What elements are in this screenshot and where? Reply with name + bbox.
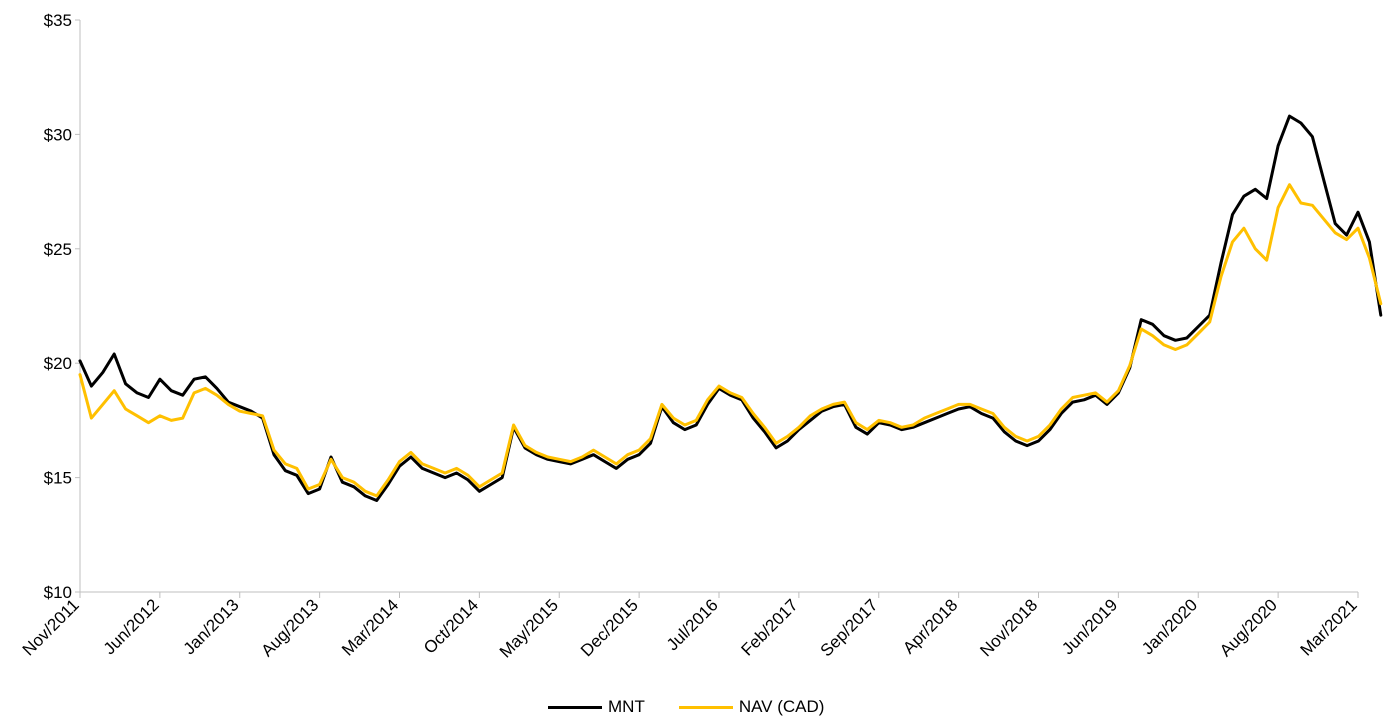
x-tick-label: Sep/2017: [817, 595, 882, 660]
legend-item-mnt: MNT: [548, 697, 645, 717]
y-tick-label: $35: [44, 11, 72, 30]
x-tick-label: Aug/2013: [258, 595, 323, 660]
x-tick-label: Aug/2020: [1216, 595, 1281, 660]
legend-swatch-mnt: [548, 706, 602, 709]
x-tick-label: Mar/2014: [338, 595, 402, 659]
x-tick-label: Jul/2016: [663, 595, 722, 654]
y-tick-label: $20: [44, 354, 72, 373]
legend-label-nav: NAV (CAD): [739, 697, 825, 717]
legend: MNT NAV (CAD): [548, 697, 858, 717]
x-tick-label: Nov/2011: [19, 595, 83, 659]
series-points-mnt: [80, 116, 1381, 500]
y-tick-label: $25: [44, 240, 72, 259]
legend-swatch-nav: [679, 706, 733, 709]
series-line-mnt: [80, 116, 1381, 500]
x-tick-label: Jan/2020: [1138, 595, 1201, 658]
x-tick-label: Nov/2018: [976, 595, 1041, 660]
series-line-nav: [80, 185, 1381, 496]
series-lines: [80, 116, 1381, 500]
y-tick-label: $30: [44, 125, 72, 144]
x-tick-label: Mar/2021: [1297, 595, 1361, 659]
legend-label-mnt: MNT: [608, 697, 645, 717]
y-tick-label: $15: [44, 469, 72, 488]
legend-item-nav: NAV (CAD): [679, 697, 825, 717]
x-tick-label: Jan/2013: [180, 595, 243, 658]
x-tick-label: Jun/2019: [1058, 595, 1121, 658]
x-tick-label: Oct/2014: [420, 595, 482, 657]
x-tick-label: May/2015: [496, 595, 562, 661]
x-tick-label: Apr/2018: [899, 595, 961, 657]
x-tick-label: Feb/2017: [737, 595, 801, 659]
x-tick-label: Dec/2015: [577, 595, 642, 660]
x-tick-label: Jun/2012: [100, 595, 163, 658]
